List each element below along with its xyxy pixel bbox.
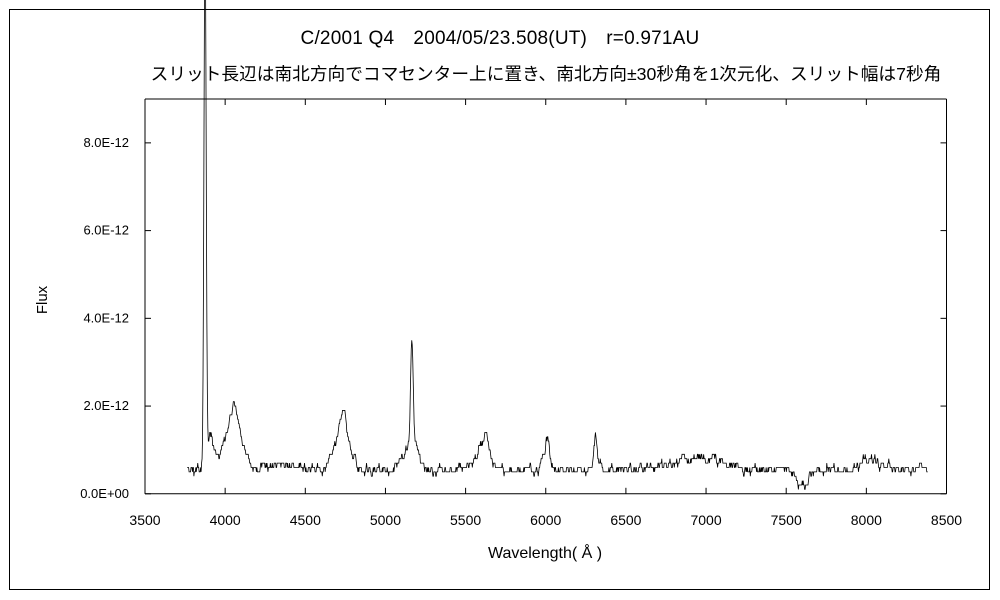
svg-text:Wavelength( Å ): Wavelength( Å ) [488,543,602,562]
svg-text:0.0E+00: 0.0E+00 [80,486,129,501]
svg-text:6000: 6000 [530,512,561,528]
svg-text:8000: 8000 [851,512,882,528]
svg-text:6.0E-12: 6.0E-12 [83,223,129,238]
svg-text:Flux: Flux [34,285,51,314]
svg-text:3500: 3500 [129,512,160,528]
svg-text:5500: 5500 [450,512,481,528]
svg-text:8500: 8500 [931,512,962,528]
svg-text:4000: 4000 [210,512,241,528]
svg-text:4500: 4500 [290,512,321,528]
svg-text:8.0E-12: 8.0E-12 [83,135,129,150]
svg-text:4.0E-12: 4.0E-12 [83,310,129,325]
svg-text:2.0E-12: 2.0E-12 [83,398,129,413]
svg-text:7500: 7500 [771,512,802,528]
svg-text:6500: 6500 [610,512,641,528]
svg-text:5000: 5000 [370,512,401,528]
svg-text:7000: 7000 [690,512,721,528]
